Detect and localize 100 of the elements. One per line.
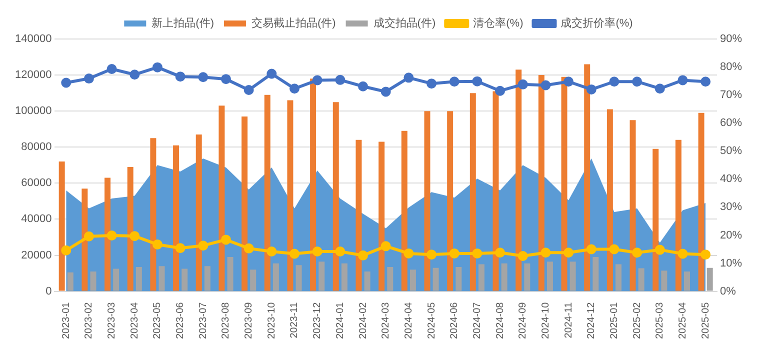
bar [356, 140, 362, 291]
x-tick-label: 2023-06 [175, 302, 186, 340]
point [678, 75, 688, 86]
x-tick-label: 2024-03 [380, 302, 392, 340]
x-tick-label: 2025-03 [654, 302, 666, 340]
point [380, 86, 391, 97]
x-tick-label: 2023-07 [198, 302, 209, 340]
point [654, 244, 665, 255]
bar [584, 64, 590, 291]
bar [630, 120, 636, 291]
point [130, 70, 140, 80]
bar [250, 270, 256, 291]
point [426, 78, 437, 89]
x-tick-label: 2025-04 [677, 302, 688, 340]
point [244, 85, 254, 96]
y-tick-label: 60000 [21, 177, 52, 190]
y2-tick-label: 20% [720, 229, 742, 242]
point [678, 248, 688, 259]
bar [470, 93, 476, 291]
point [564, 76, 574, 87]
point [586, 84, 596, 94]
x-tick-label: 2024-09 [518, 302, 529, 340]
y2-tick-label: 90% [720, 33, 742, 46]
point [495, 248, 506, 258]
legend-label: 成交折价率(%) [560, 16, 633, 30]
bar [592, 257, 599, 291]
bar [113, 268, 120, 291]
bar [341, 263, 348, 291]
x-tick-label: 2024-01 [334, 302, 346, 340]
bar [524, 263, 530, 291]
bar [424, 111, 430, 291]
point [312, 246, 322, 256]
y-tick-label: 20000 [21, 249, 52, 262]
point [632, 248, 642, 258]
point [472, 76, 482, 86]
bar [675, 140, 682, 291]
point [220, 74, 231, 84]
point [609, 76, 620, 87]
x-tick-label: 2023-02 [84, 302, 95, 340]
x-tick-label: 2023-11 [289, 302, 300, 338]
point [198, 240, 208, 251]
point [358, 250, 368, 260]
bar [242, 116, 248, 291]
bar [173, 145, 180, 291]
bar [150, 138, 156, 291]
point [106, 64, 117, 74]
x-tick-label: 2024-02 [358, 302, 369, 340]
x-tick-label: 2024-12 [586, 302, 598, 340]
bar [501, 263, 508, 291]
y2-tick-label: 0% [720, 285, 736, 298]
bar [698, 112, 704, 291]
point [358, 81, 368, 92]
point [220, 234, 231, 245]
bar [104, 178, 111, 291]
y2-tick-label: 10% [720, 257, 742, 270]
point [289, 248, 300, 259]
y2-tick-label: 70% [720, 89, 742, 102]
bar [684, 271, 690, 291]
bar [218, 106, 225, 291]
y2-tick-label: 60% [720, 117, 742, 130]
x-tick-label: 2023-08 [220, 302, 232, 340]
bar [570, 262, 576, 291]
y2-tick-label: 40% [720, 173, 742, 186]
bar [516, 70, 522, 291]
bar [410, 270, 416, 291]
point [540, 80, 551, 90]
bar [378, 142, 385, 291]
point [130, 231, 140, 242]
point [198, 72, 208, 82]
y-tick-label: 120000 [14, 69, 52, 82]
point [495, 86, 506, 96]
point [380, 241, 391, 252]
y2-tick-label: 80% [720, 61, 742, 74]
bar [58, 162, 65, 291]
bar [82, 188, 88, 291]
bar [204, 266, 210, 291]
point [449, 76, 460, 87]
y-tick-label: 140000 [14, 33, 52, 46]
point [518, 250, 528, 261]
point [472, 248, 482, 258]
bar [706, 268, 713, 291]
bar [287, 100, 294, 291]
bar [332, 102, 339, 291]
bar [227, 257, 234, 291]
point [404, 248, 414, 258]
bar [318, 262, 325, 291]
bar [478, 264, 484, 291]
point [404, 72, 414, 83]
bar [136, 266, 142, 291]
point [266, 68, 277, 79]
point [152, 62, 162, 72]
legend-label: 成交拍品(件) [373, 16, 436, 30]
x-tick-label: 2023-04 [129, 302, 140, 340]
bar [606, 109, 613, 291]
bar [661, 270, 668, 291]
point [266, 246, 277, 256]
point [289, 84, 300, 94]
bar [272, 263, 279, 291]
point [312, 75, 322, 86]
bar [538, 75, 544, 291]
